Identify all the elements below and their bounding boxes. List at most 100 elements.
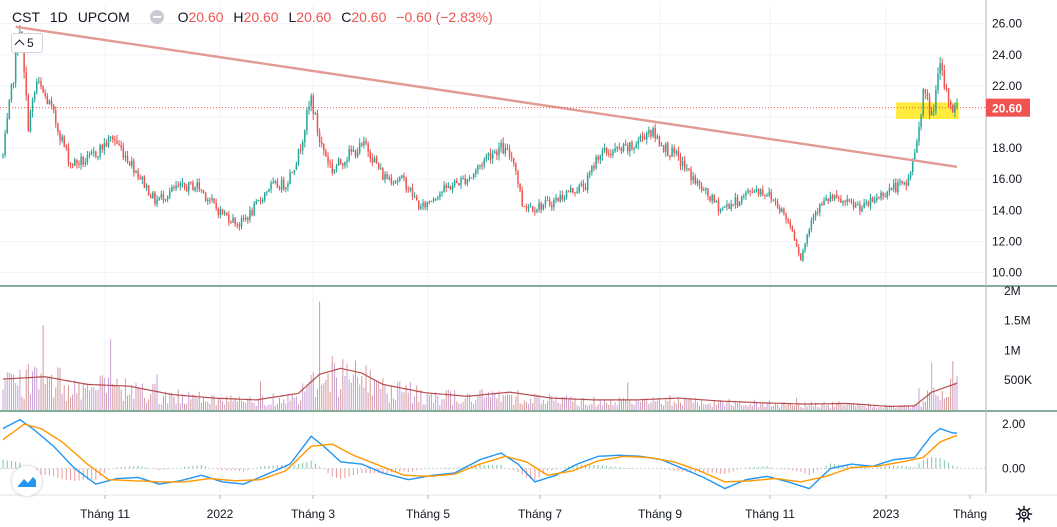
interval[interactable]: 1D xyxy=(49,9,68,25)
candle-body xyxy=(57,123,59,132)
candle-body xyxy=(327,156,329,163)
candle-body xyxy=(371,158,374,163)
candle-body xyxy=(662,145,665,152)
candle-body xyxy=(354,149,357,157)
candle-body xyxy=(171,187,173,192)
candle-body xyxy=(920,115,922,128)
candle-body xyxy=(295,163,298,171)
macd-axis-label: 0.00 xyxy=(1002,462,1026,476)
candle-body xyxy=(956,103,958,106)
candle-body xyxy=(582,183,585,188)
candle-body xyxy=(675,151,678,154)
candle-body xyxy=(869,197,872,206)
candle-body xyxy=(928,97,931,115)
candle-body xyxy=(559,194,561,202)
candle-body xyxy=(652,128,654,137)
candle-body xyxy=(335,165,338,169)
candle-body xyxy=(217,208,220,216)
symbol-name[interactable]: CST xyxy=(12,9,40,25)
candle-body xyxy=(857,204,859,206)
candle-body xyxy=(249,210,251,220)
candle-body xyxy=(586,175,589,191)
candle-body xyxy=(95,151,97,157)
chevron-up-icon xyxy=(14,39,25,50)
indicators-collapse-button[interactable]: 5 xyxy=(11,33,43,53)
candle-body xyxy=(755,189,758,192)
candle-body xyxy=(175,185,177,189)
candle-body xyxy=(135,170,137,173)
candle-body xyxy=(36,81,38,93)
candle-body xyxy=(93,151,95,153)
candle-body xyxy=(240,217,243,227)
candle-body xyxy=(396,180,399,182)
candle-body xyxy=(610,154,612,156)
candle-body xyxy=(86,155,89,163)
candle-body xyxy=(6,118,8,134)
candle-body xyxy=(700,185,703,191)
candle-body xyxy=(276,180,279,188)
candle-body xyxy=(842,200,844,203)
volume-moving-average xyxy=(2,367,958,407)
settings-gear-icon[interactable] xyxy=(1015,505,1033,523)
candle-body xyxy=(445,184,447,189)
candle-body xyxy=(766,195,768,197)
candle-body xyxy=(409,187,412,190)
highlight-zone[interactable] xyxy=(896,102,959,119)
candle-body xyxy=(304,130,306,143)
candle-body xyxy=(399,177,401,181)
candle-body xyxy=(506,147,509,150)
candle-body xyxy=(377,163,380,169)
candle-body xyxy=(420,206,422,209)
candle-body xyxy=(696,181,699,184)
candle-body xyxy=(156,199,158,204)
candle-body xyxy=(468,178,471,180)
candle-body xyxy=(895,182,897,192)
high-label: H xyxy=(233,9,244,25)
candle-body xyxy=(318,132,321,142)
candle-body xyxy=(112,136,114,140)
candle-body xyxy=(238,224,241,227)
candle-body xyxy=(715,200,718,203)
candle-body xyxy=(933,110,935,112)
candle-body xyxy=(12,82,15,84)
candle-body xyxy=(430,201,433,203)
candle-body xyxy=(107,136,110,147)
candle-body xyxy=(557,197,559,202)
candle-body xyxy=(382,168,384,180)
candle-body xyxy=(90,151,93,154)
candle-body xyxy=(447,185,450,189)
price-axis-label: 26.00 xyxy=(992,17,1022,31)
candle-body xyxy=(301,142,304,150)
candle-body xyxy=(462,178,464,180)
candle-body xyxy=(74,159,76,166)
candle-body xyxy=(390,177,393,184)
candle-body xyxy=(525,206,528,209)
candle-body xyxy=(67,147,70,164)
candle-body xyxy=(466,179,469,185)
candle-body xyxy=(475,170,477,174)
candle-body xyxy=(789,221,792,226)
candle-body xyxy=(221,208,224,215)
candle-body xyxy=(863,202,865,208)
candle-body xyxy=(865,201,867,203)
candle-body xyxy=(356,152,359,157)
candle-body xyxy=(614,148,616,152)
candle-body xyxy=(605,148,608,154)
price-axis-label: 18.00 xyxy=(992,141,1022,155)
candle-body xyxy=(664,143,667,152)
candle-body xyxy=(768,192,770,196)
candle-body xyxy=(65,145,68,148)
candle-body xyxy=(166,196,169,200)
candle-body xyxy=(287,183,289,188)
candle-body xyxy=(232,217,234,223)
tradingview-logo[interactable] xyxy=(12,466,42,496)
candle-body xyxy=(618,147,621,149)
candle-body xyxy=(954,105,956,113)
candle-body xyxy=(97,156,99,158)
candle-body xyxy=(751,191,754,193)
trendline[interactable] xyxy=(15,25,958,168)
candle-body xyxy=(629,142,631,152)
candle-body xyxy=(513,158,515,164)
candle-body xyxy=(523,206,526,208)
